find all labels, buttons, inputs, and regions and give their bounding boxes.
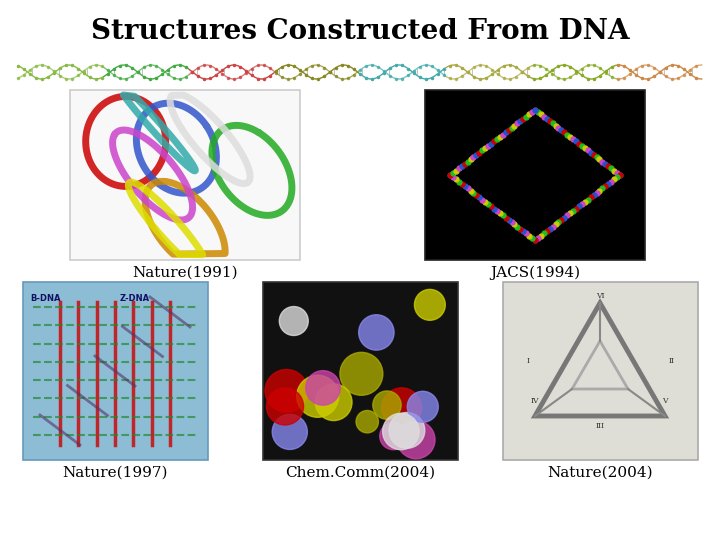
- Bar: [425, 90, 645, 260]
- Bar: [503, 282, 698, 460]
- Text: Chem.Comm(2004): Chem.Comm(2004): [285, 466, 435, 480]
- Text: I: I: [526, 357, 529, 365]
- Text: Nature(1997): Nature(1997): [62, 466, 168, 480]
- Circle shape: [359, 315, 394, 350]
- Circle shape: [373, 391, 401, 419]
- Text: V: V: [662, 397, 667, 405]
- Text: IV: IV: [531, 397, 539, 405]
- Bar: [70, 90, 300, 260]
- Text: Nature(2004): Nature(2004): [547, 466, 653, 480]
- Text: Nature(1991): Nature(1991): [132, 266, 238, 280]
- Circle shape: [266, 388, 304, 425]
- Text: VI: VI: [595, 292, 604, 300]
- Circle shape: [382, 413, 419, 450]
- Circle shape: [415, 289, 445, 320]
- Circle shape: [265, 369, 308, 412]
- Circle shape: [379, 422, 407, 450]
- Circle shape: [356, 410, 379, 433]
- Circle shape: [340, 352, 383, 395]
- Circle shape: [397, 421, 435, 459]
- Text: B-DNA: B-DNA: [30, 294, 60, 303]
- Circle shape: [272, 414, 307, 449]
- Circle shape: [306, 370, 341, 405]
- Circle shape: [389, 413, 425, 448]
- Circle shape: [382, 388, 421, 428]
- Text: Structures Constructed From DNA: Structures Constructed From DNA: [91, 18, 629, 45]
- Text: II: II: [669, 357, 675, 365]
- Text: III: III: [595, 422, 605, 430]
- Bar: [22, 282, 207, 460]
- Circle shape: [315, 384, 352, 421]
- Circle shape: [279, 307, 308, 335]
- Text: Z-DNA: Z-DNA: [120, 294, 150, 303]
- Bar: [263, 282, 457, 460]
- Circle shape: [408, 392, 438, 422]
- Circle shape: [297, 375, 338, 417]
- Text: JACS(1994): JACS(1994): [490, 266, 580, 280]
